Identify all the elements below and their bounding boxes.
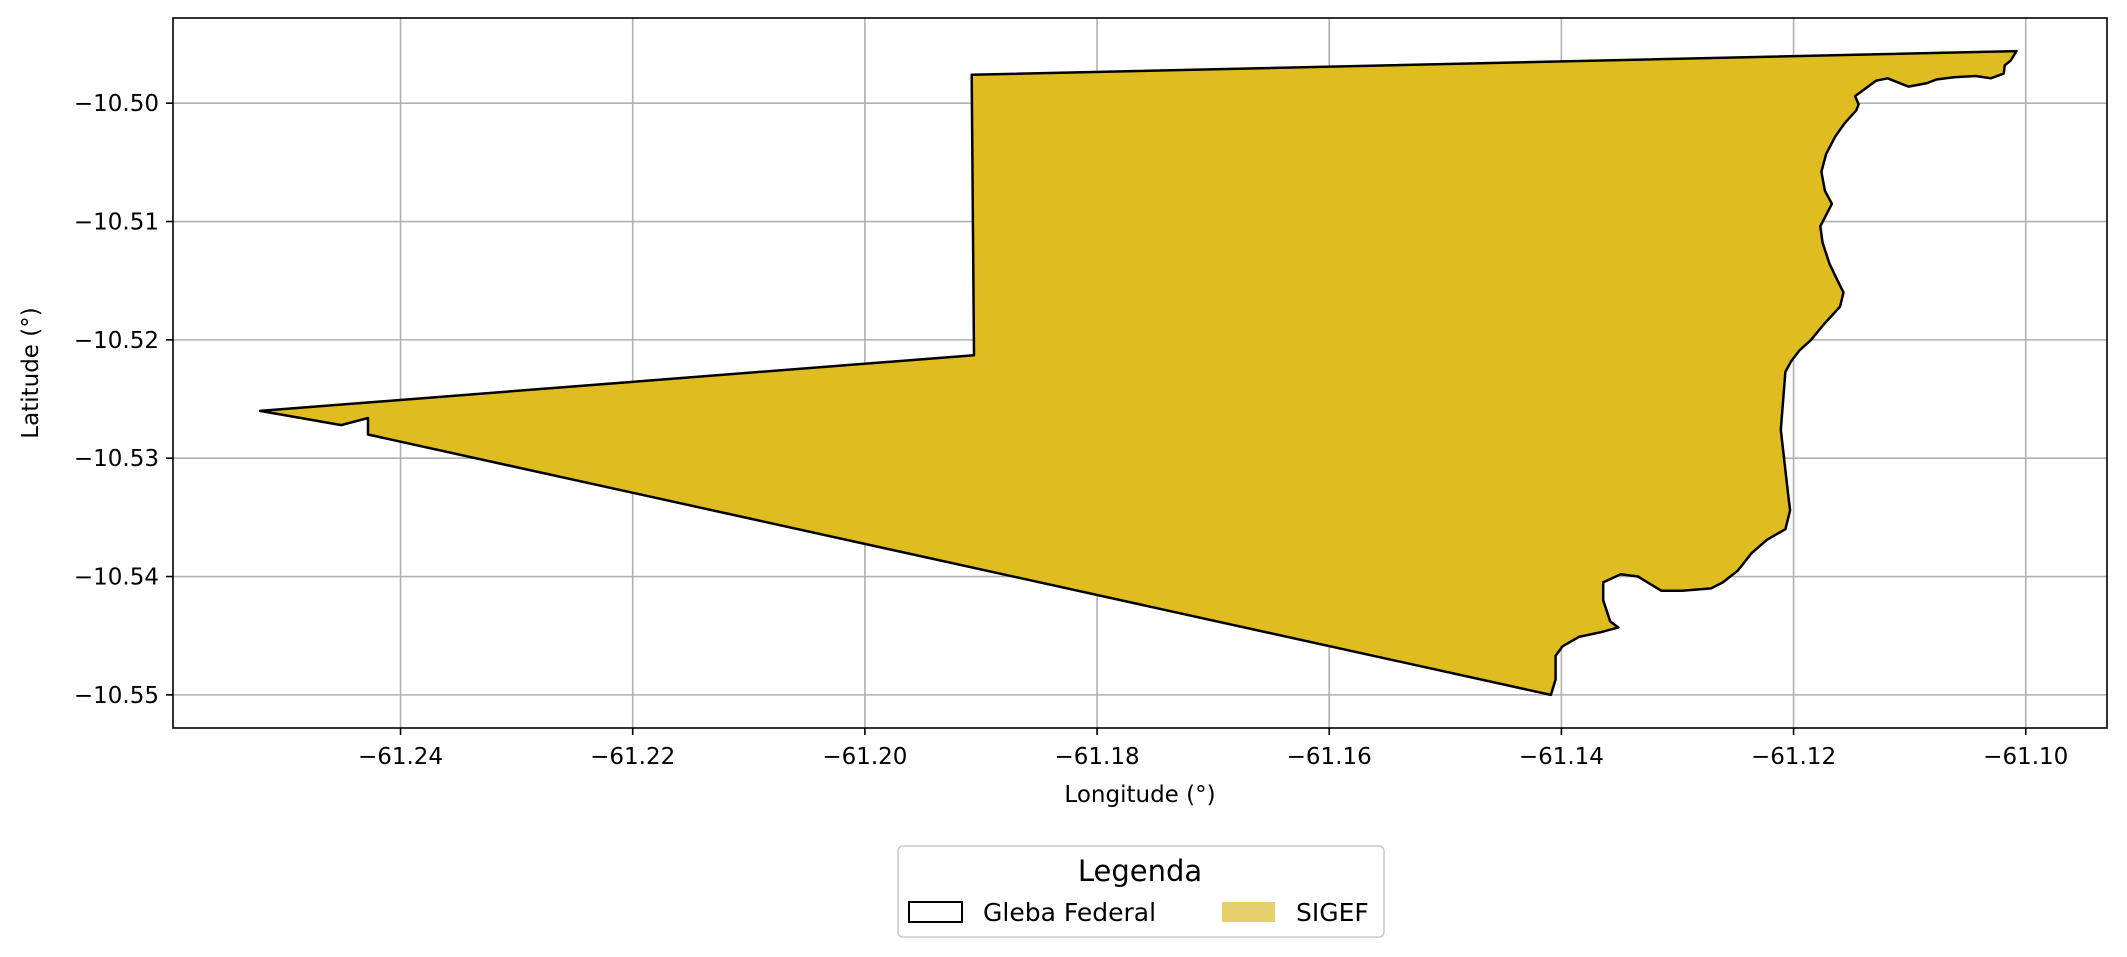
legend-swatch-sigef — [1222, 902, 1275, 922]
legend-label-gleba-federal: Gleba Federal — [983, 898, 1156, 927]
x-tick-label: −61.22 — [590, 744, 675, 770]
y-axis-label: Latitude (°) — [18, 307, 44, 438]
y-tick-label: −10.51 — [74, 210, 159, 236]
y-tick-label: −10.55 — [74, 683, 159, 709]
x-tick-label: −61.20 — [822, 744, 907, 770]
legend-swatch-gleba-federal — [908, 901, 963, 923]
x-tick-label: −61.18 — [1054, 744, 1139, 770]
x-tick-label: −61.14 — [1519, 744, 1604, 770]
y-tick-label: −10.52 — [74, 328, 159, 354]
legend: Legenda Gleba Federal SIGEF — [897, 845, 1385, 938]
y-tick-label: −10.50 — [74, 91, 159, 117]
x-axis-ticks: −61.24 −61.22 −61.20 −61.18 −61.16 −61.14 −61.… — [358, 728, 2068, 770]
legend-title: Legenda — [1078, 854, 1202, 888]
plot-frame — [172, 17, 2108, 729]
y-tick-label: −10.54 — [74, 565, 159, 591]
x-tick-label: −61.24 — [358, 744, 443, 770]
x-tick-label: −61.10 — [1983, 744, 2068, 770]
x-axis-label: Longitude (°) — [1064, 782, 1215, 808]
legend-label-sigef: SIGEF — [1296, 898, 1369, 927]
y-tick-label: −10.53 — [74, 446, 159, 472]
x-tick-label: −61.16 — [1287, 744, 1372, 770]
y-axis-ticks: −10.50 −10.51 −10.52 −10.53 −10.54 −10.55 — [74, 91, 173, 709]
region-polygon — [258, 49, 2018, 697]
x-tick-label: −61.12 — [1751, 744, 1836, 770]
